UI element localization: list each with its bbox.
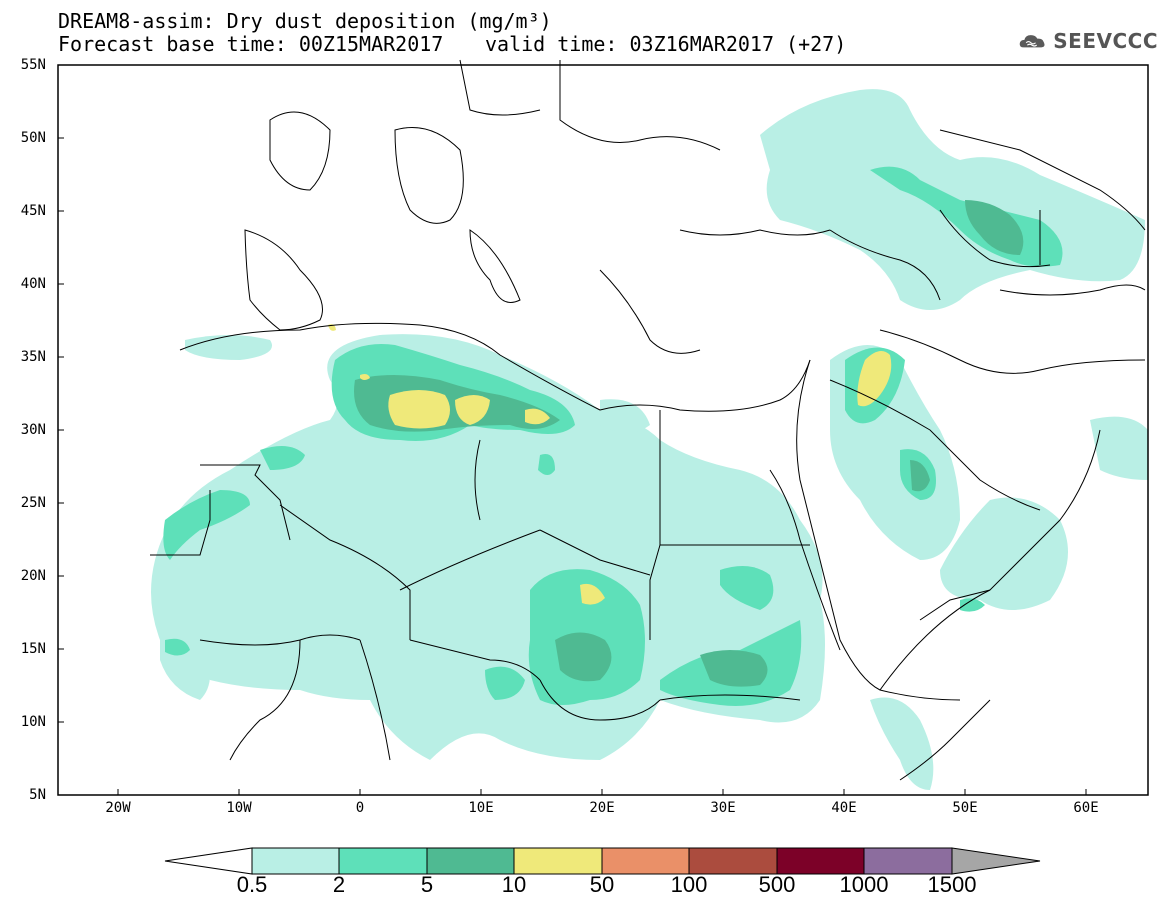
- map-title: DREAM8-assim: Dry dust deposition (mg/m³…: [58, 9, 552, 33]
- lon-label: 50E: [952, 800, 978, 816]
- lon-label: 0: [355, 800, 365, 816]
- lat-label: 5N: [29, 787, 46, 803]
- lat-label: 15N: [20, 641, 46, 657]
- colorbar-label: 2: [332, 872, 346, 897]
- colorbar-label: 0.5: [236, 872, 268, 897]
- logo-text: SEEVCCC: [1053, 29, 1158, 53]
- colorbar-bin-1: [251, 847, 340, 875]
- colorbar-low-arrow: [164, 847, 253, 875]
- lat-label: 40N: [20, 276, 46, 292]
- colorbar-label: 500: [758, 872, 796, 897]
- lon-label: 30E: [710, 800, 736, 816]
- colorbar-bin-2: [338, 847, 428, 875]
- colorbar-bin-3: [426, 847, 515, 875]
- dust-level-0-5: [151, 89, 1148, 790]
- forecast-base-time: Forecast base time: 00Z15MAR2017: [58, 32, 444, 56]
- colorbar-bin-6: [688, 847, 778, 875]
- lon-label: 40E: [831, 800, 857, 816]
- lon-label: 60E: [1073, 800, 1099, 816]
- colorbar-label: 100: [670, 872, 708, 897]
- lat-label: 35N: [20, 349, 46, 365]
- colorbar: [164, 847, 1041, 875]
- lat-label: 30N: [20, 422, 46, 438]
- colorbar-label: 1500: [927, 872, 977, 897]
- lat-label: 10N: [20, 714, 46, 730]
- seevccc-logo: SEEVCCC: [1018, 24, 1158, 58]
- valid-time: valid time: 03Z16MAR2017 (+27): [485, 32, 847, 56]
- lon-label: 10E: [468, 800, 494, 816]
- lat-label: 45N: [20, 203, 46, 219]
- colorbar-label: 5: [420, 872, 434, 897]
- colorbar-label: 10: [501, 872, 527, 897]
- lat-label: 20N: [20, 568, 46, 584]
- lon-label: 10W: [226, 800, 252, 816]
- lat-label: 55N: [20, 57, 46, 73]
- dust-level-10: [328, 324, 892, 605]
- colorbar-high-arrow: [951, 847, 1041, 875]
- axis-ticks: [58, 64, 1087, 795]
- lat-label: 50N: [20, 130, 46, 146]
- colorbar-label: 50: [589, 872, 615, 897]
- colorbar-bin-4: [513, 847, 603, 875]
- lat-label: 25N: [20, 495, 46, 511]
- lon-label: 20E: [589, 800, 615, 816]
- coastlines: [150, 59, 1146, 781]
- colorbar-label: 1000: [839, 872, 889, 897]
- colorbar-bin-7: [776, 847, 865, 875]
- colorbar-bin-5: [601, 847, 690, 875]
- cloud-icon: [1019, 35, 1045, 48]
- lon-label: 20W: [105, 800, 131, 816]
- colorbar-bin-8: [863, 847, 953, 875]
